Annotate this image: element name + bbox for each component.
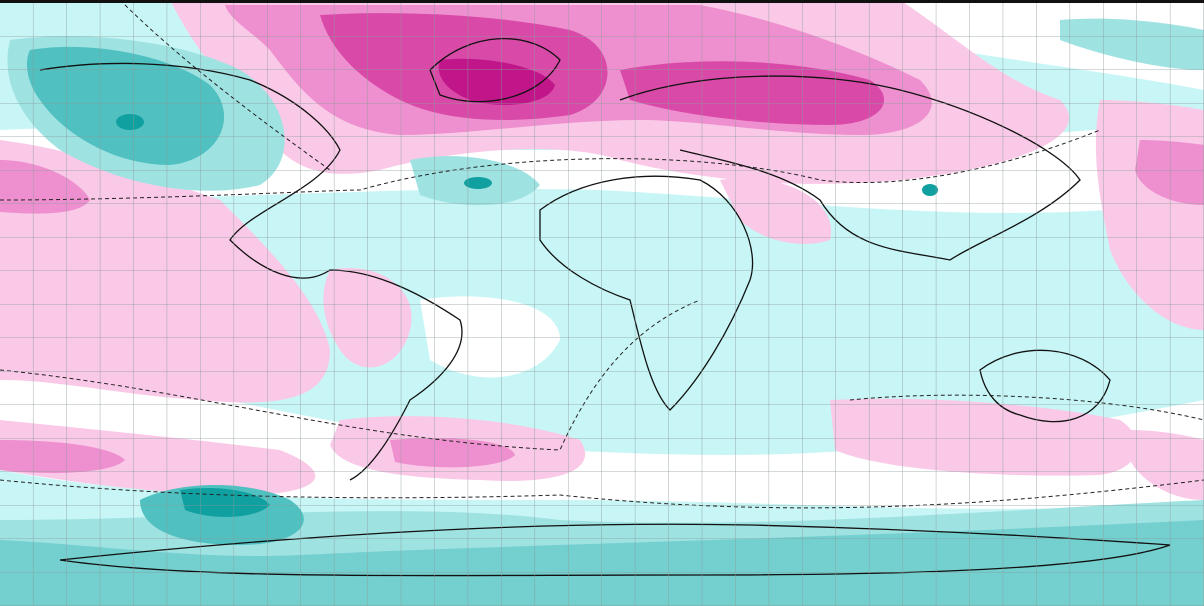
top-border (0, 0, 1204, 3)
